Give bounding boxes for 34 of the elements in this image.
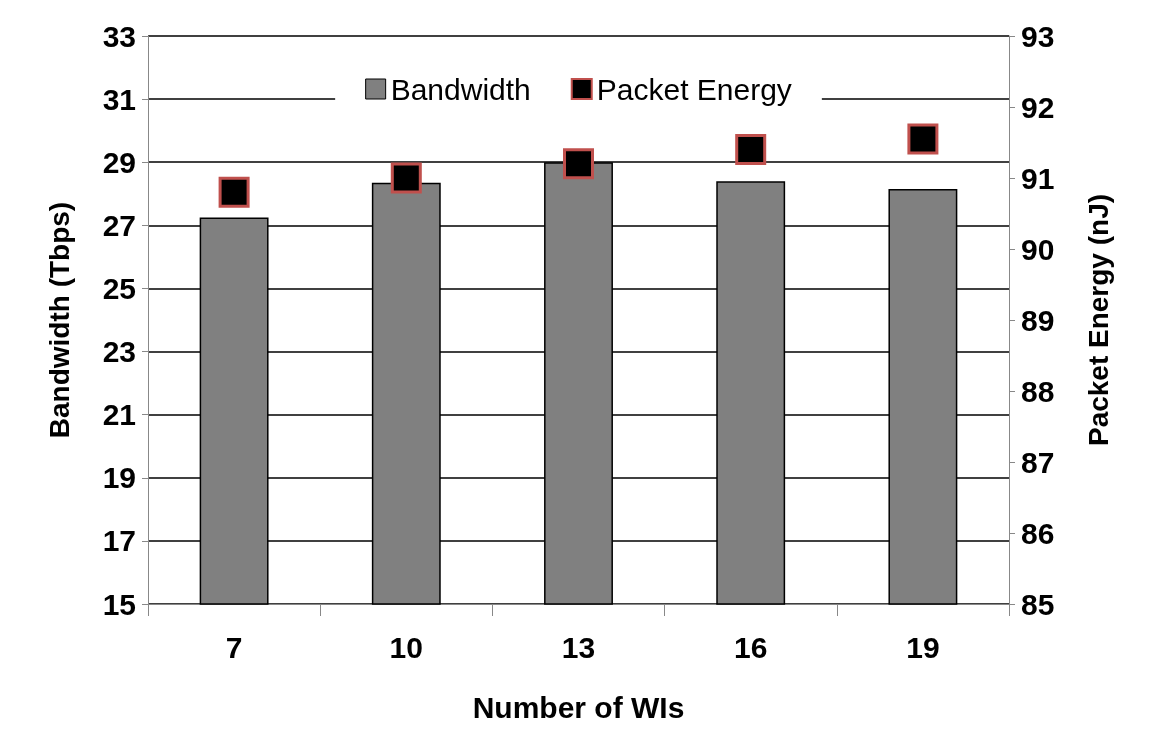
y-tick-label: 27 [102,208,136,242]
y2-tick-label: 89 [1021,303,1055,337]
y2-tick-label: 90 [1021,232,1055,266]
y2-tick-label: 88 [1021,374,1055,408]
x-tick-label: 7 [225,630,243,664]
point [735,134,767,166]
y-axis-title: Bandwidth (Tbps) [43,201,75,439]
y2-tick-label: 93 [1021,19,1055,53]
point [563,148,594,180]
x-tick-label: 16 [734,630,768,664]
y-tick-label: 15 [102,587,136,621]
point [218,176,250,208]
x-tick-label: 13 [561,630,596,664]
x-tick-label: 10 [389,630,423,664]
y2-tick-label: 85 [1021,587,1055,621]
y-tick-label: 19 [102,461,136,495]
point [390,162,422,194]
y2-axis-title: Packet Energy (nJ) [1082,193,1114,447]
x-axis-title: Number of WIs [472,690,685,724]
y-tick-label: 17 [102,524,136,558]
y-tick-label: 23 [102,335,136,369]
y2-tick-label: 86 [1021,516,1055,550]
legend-label: Bandwidth [390,72,531,106]
y-tick-label: 21 [102,398,136,432]
y-tick-label: 31 [102,82,136,116]
y2-tick-label: 92 [1021,90,1055,124]
x-tick-label: 19 [906,630,940,664]
point [907,123,939,155]
y2-tick-label: 87 [1021,445,1055,479]
y-tick-label: 25 [102,271,136,305]
y-tick-label: 33 [102,19,136,53]
legend-label: Packet Energy [596,72,792,106]
y-tick-label: 29 [102,145,136,179]
y2-tick-label: 91 [1021,161,1055,195]
